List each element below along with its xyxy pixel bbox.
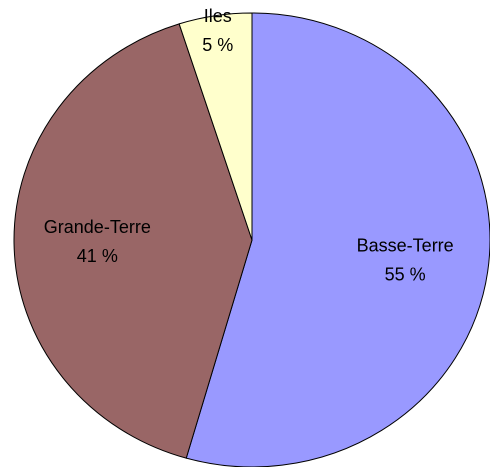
slice-label: Grande-Terre — [44, 217, 151, 237]
slice-value-label: 41 % — [77, 246, 118, 266]
pie-slice — [13, 23, 253, 459]
slice-label: Basse-Terre — [357, 235, 454, 255]
pie-slice — [178, 12, 253, 241]
slice-value-label: 55 % — [385, 264, 426, 284]
slice-value-label: 5 % — [202, 35, 233, 55]
slice-label: Iles — [204, 6, 232, 26]
pie-slice — [185, 12, 490, 467]
